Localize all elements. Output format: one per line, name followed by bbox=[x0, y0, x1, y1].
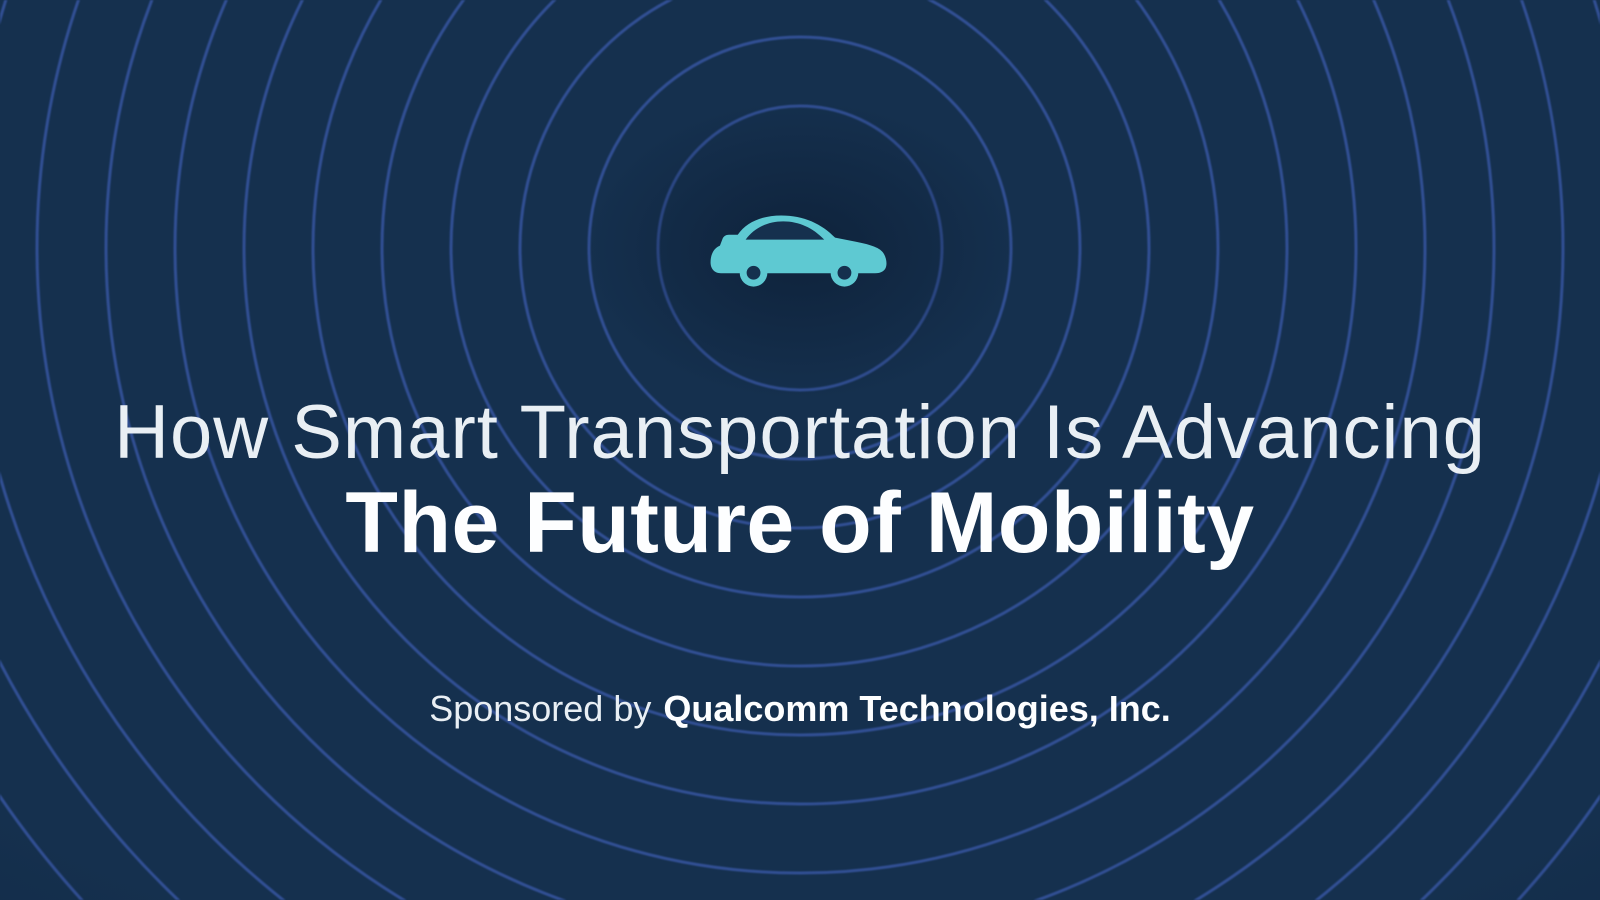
sponsor-prefix: Sponsored by bbox=[429, 688, 652, 729]
car-front-hub bbox=[837, 265, 852, 280]
ripple-ring bbox=[311, 0, 1289, 737]
car-rear-hub bbox=[746, 265, 761, 280]
title-line-1: How Smart Transportation Is Advancing bbox=[114, 390, 1486, 475]
car-window bbox=[745, 221, 825, 240]
sponsor-line: Sponsored by Qualcomm Technologies, Inc. bbox=[0, 688, 1600, 730]
sponsor-brand-name: Qualcomm Technologies, Inc. bbox=[663, 688, 1171, 729]
car-icon bbox=[705, 211, 893, 294]
car-body bbox=[710, 215, 887, 274]
title-line-2: The Future of Mobility bbox=[345, 475, 1255, 571]
